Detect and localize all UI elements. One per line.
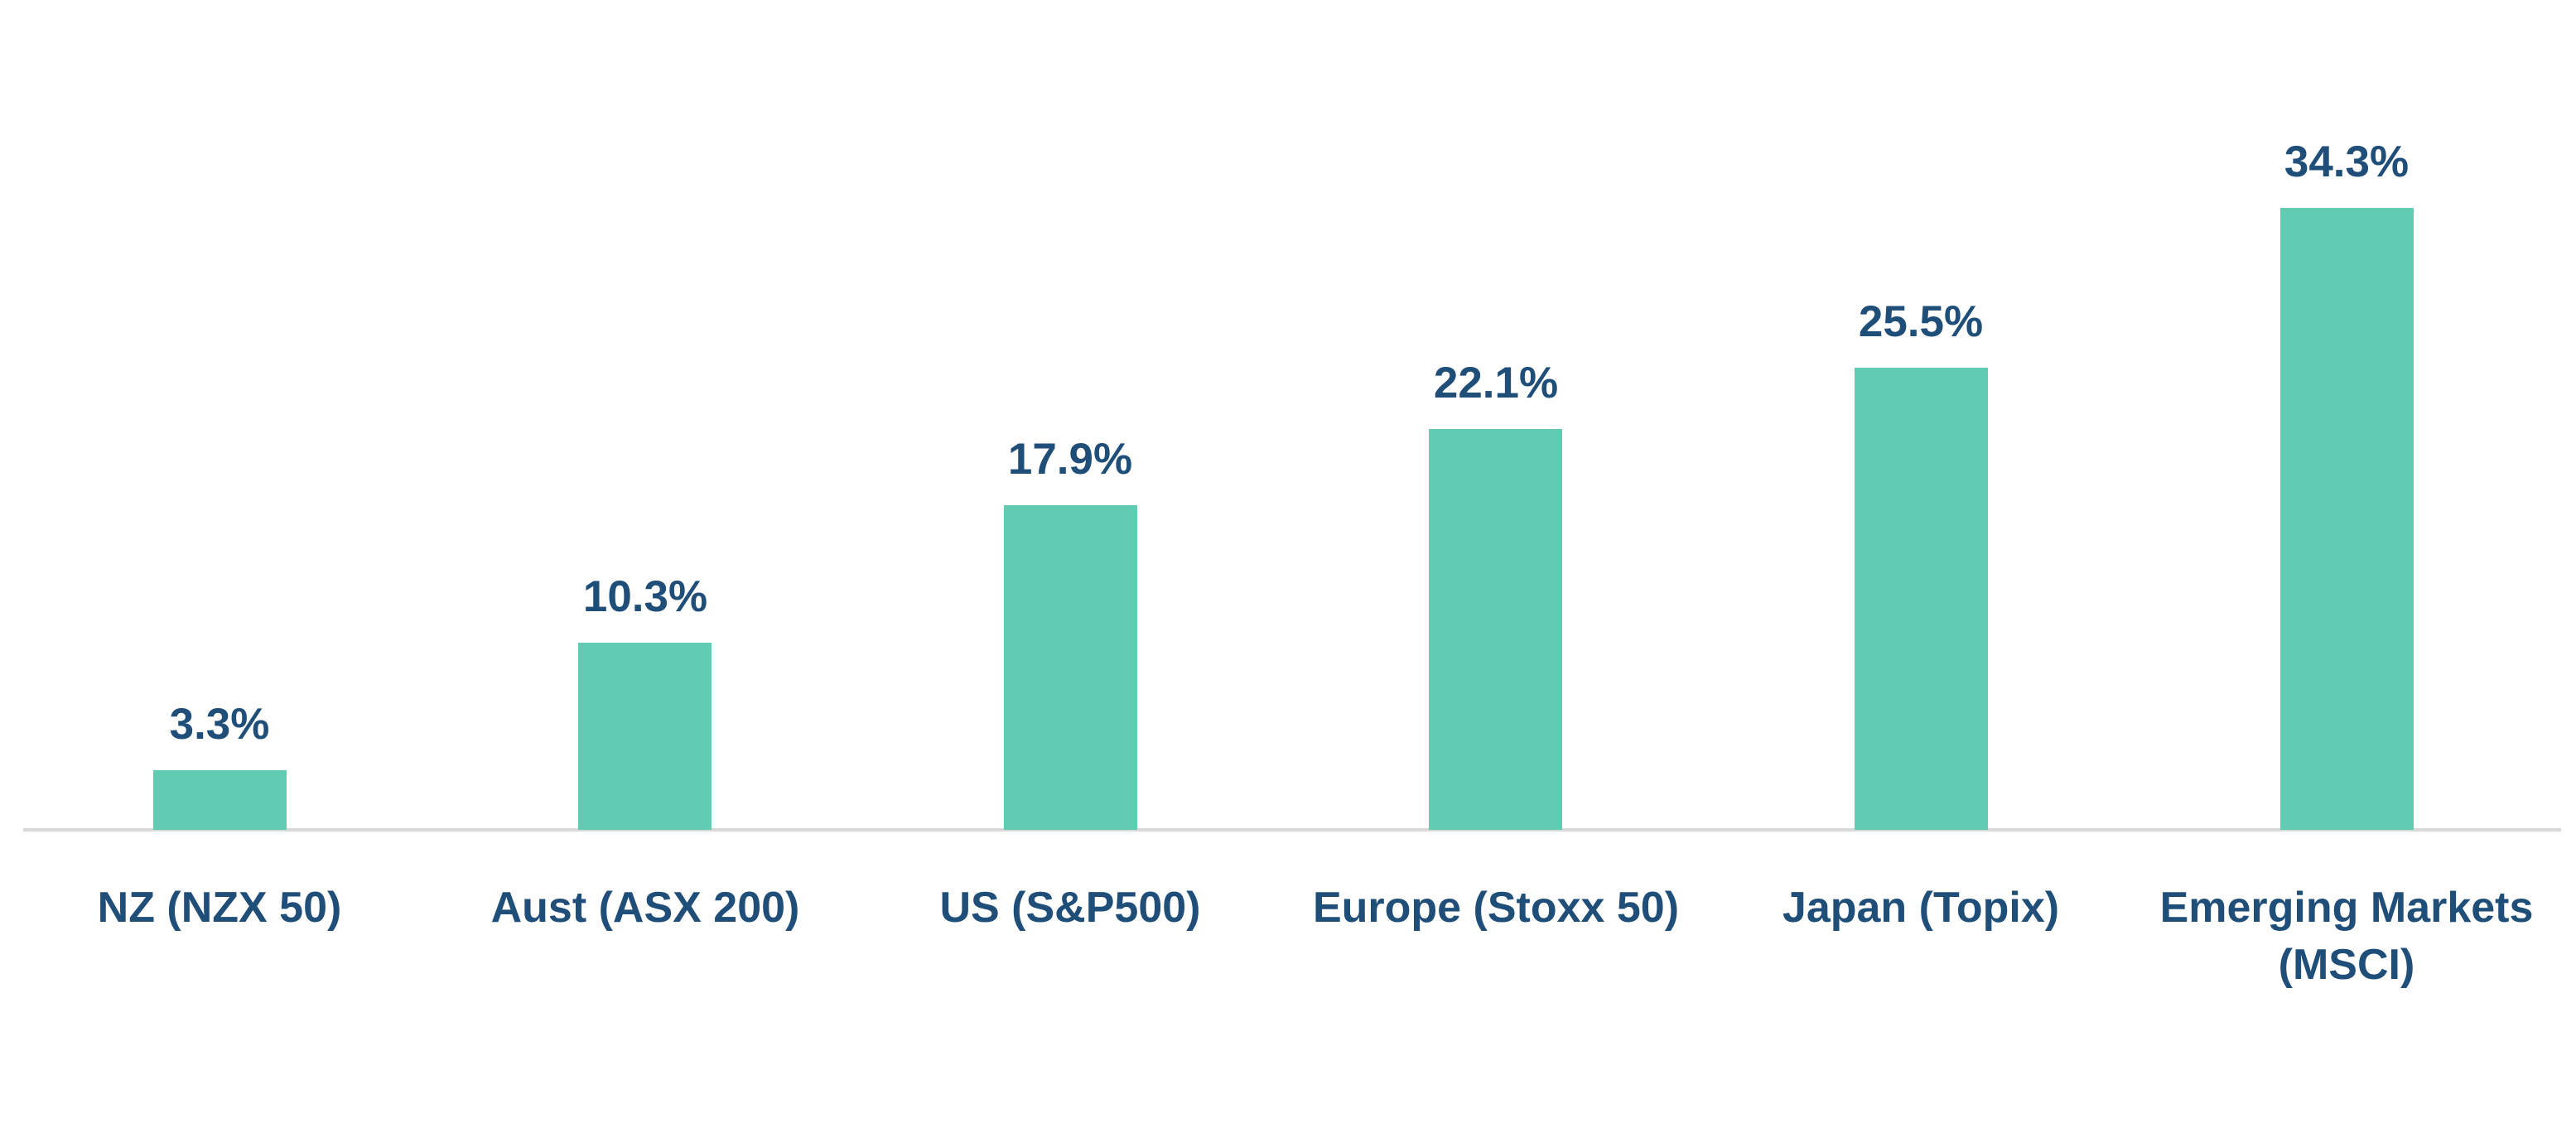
bar — [1429, 429, 1562, 830]
x-axis-category-label: Japan (Topix) — [1782, 884, 2060, 932]
x-axis-category-label: Aust (ASX 200) — [490, 884, 800, 932]
bar-value-label: 17.9% — [1007, 435, 1133, 484]
bar-value-label: 25.5% — [1858, 297, 1984, 346]
x-axis-category-label: NZ (NZX 50) — [97, 884, 342, 932]
bar — [153, 770, 287, 830]
bar — [2280, 208, 2414, 830]
bar — [1004, 505, 1137, 830]
bar-value-label: 34.3% — [2284, 137, 2410, 186]
x-axis-line — [23, 828, 2561, 832]
bar-value-label: 10.3% — [582, 572, 708, 621]
x-axis-category-label: Europe (Stoxx 50) — [1312, 884, 1680, 932]
x-axis-category-label: US (S&P500) — [939, 884, 1201, 932]
bar-value-label: 22.1% — [1433, 359, 1559, 407]
bar — [578, 643, 712, 830]
bar — [1855, 368, 1988, 830]
x-axis-category-label: Emerging Markets (MSCI) — [2159, 884, 2534, 989]
bar-value-label: 3.3% — [169, 700, 270, 749]
